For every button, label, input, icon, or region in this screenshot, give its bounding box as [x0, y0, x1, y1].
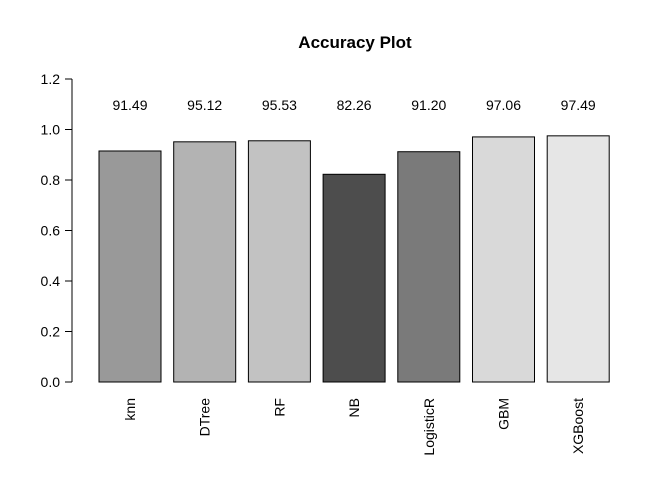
y-tick-label: 1.2	[41, 71, 61, 87]
value-label: 82.26	[337, 97, 372, 113]
bar-nb	[322, 173, 386, 383]
category-label: RF	[271, 398, 287, 417]
bar-rf	[247, 140, 311, 383]
value-label: 91.20	[411, 97, 446, 113]
value-label: 95.53	[262, 97, 297, 113]
category-label: DTree	[197, 398, 213, 437]
y-tick-label: 0.2	[41, 324, 61, 340]
y-axis: 0.0 0.2 0.4 0.6 0.8 1.0 1.2	[41, 71, 73, 390]
category-labels-group: knn DTree RF NB LogisticR GBM XGBoost	[122, 398, 586, 456]
category-label: knn	[122, 398, 138, 421]
category-label: XGBoost	[570, 398, 586, 454]
y-tick-label: 0.0	[41, 374, 61, 390]
value-labels-group: 91.49 95.12 95.53 82.26 91.20 97.06 97.49	[112, 97, 595, 113]
y-tick-label: 1.0	[41, 122, 61, 138]
bar-gbm	[472, 136, 535, 383]
category-label: LogisticR	[421, 398, 437, 456]
bar-dtree	[173, 141, 237, 383]
bar-knn	[98, 150, 162, 383]
value-label: 97.49	[561, 97, 596, 113]
value-label: 91.49	[112, 97, 147, 113]
y-tick-label: 0.4	[41, 273, 61, 289]
bar-xgboost	[546, 135, 610, 383]
bars-group	[98, 135, 610, 383]
category-label: GBM	[496, 398, 512, 430]
value-label: 97.06	[486, 97, 521, 113]
y-tick-label: 0.6	[41, 223, 61, 239]
chart-title: Accuracy Plot	[298, 33, 412, 52]
bar-logisticr	[397, 151, 461, 383]
value-label: 95.12	[187, 97, 222, 113]
category-label: NB	[346, 398, 362, 417]
y-tick-label: 0.8	[41, 172, 61, 188]
